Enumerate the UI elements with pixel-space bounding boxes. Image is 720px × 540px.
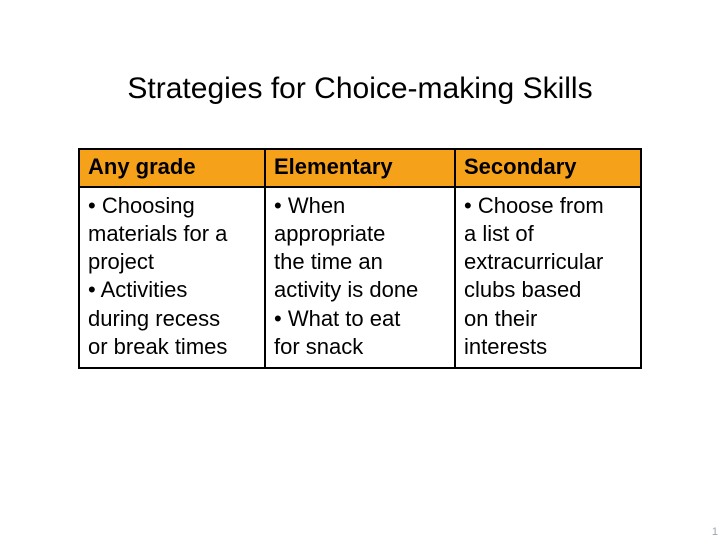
cell-line: clubs based (464, 277, 581, 302)
page-number: 1 (712, 526, 718, 538)
cell-line: interests (464, 334, 547, 359)
cell-line: materials for a (88, 221, 227, 246)
cell-line: extracurricular (464, 249, 603, 274)
cell-line: or break times (88, 334, 227, 359)
col-header-elementary: Elementary (265, 149, 455, 187)
cell-line: • Choose from (464, 193, 604, 218)
cell-secondary: • Choose from a list of extracurricular … (455, 187, 641, 368)
slide: Strategies for Choice-making Skills Any … (0, 0, 720, 540)
cell-line: the time an (274, 249, 383, 274)
cell-line: on their (464, 306, 537, 331)
slide-title: Strategies for Choice-making Skills (0, 72, 720, 106)
table-header-row: Any grade Elementary Secondary (79, 149, 641, 187)
strategies-table: Any grade Elementary Secondary • Choosin… (78, 148, 642, 369)
cell-line: during recess (88, 306, 220, 331)
cell-any-grade: • Choosing materials for a project • Act… (79, 187, 265, 368)
cell-line: appropriate (274, 221, 385, 246)
table-row: • Choosing materials for a project • Act… (79, 187, 641, 368)
cell-line: • Activities (88, 277, 187, 302)
cell-line: • When (274, 193, 345, 218)
cell-line: • Choosing (88, 193, 195, 218)
cell-elementary: • When appropriate the time an activity … (265, 187, 455, 368)
cell-line: • What to eat (274, 306, 400, 331)
cell-line: a list of (464, 221, 534, 246)
cell-line: project (88, 249, 154, 274)
cell-line: for snack (274, 334, 363, 359)
col-header-any-grade: Any grade (79, 149, 265, 187)
cell-line: activity is done (274, 277, 418, 302)
col-header-secondary: Secondary (455, 149, 641, 187)
